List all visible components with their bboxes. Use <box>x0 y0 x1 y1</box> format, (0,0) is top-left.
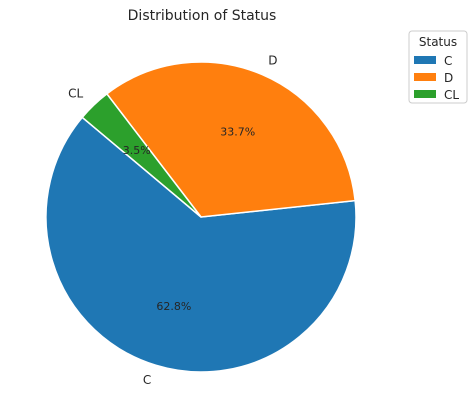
legend-label-cl: CL <box>444 88 459 102</box>
pie-slice-labels: C D CL <box>68 53 277 387</box>
pie-percent-labels: 62.8% 33.7% 3.5% <box>123 126 255 313</box>
percent-label-d: 33.7% <box>220 126 255 139</box>
pie-slice-cl <box>81 92 202 218</box>
slice-label-c: C <box>143 373 151 387</box>
percent-label-cl: 3.5% <box>123 144 151 157</box>
legend: Status CD CL <box>408 30 468 104</box>
percent-label-c: 62.8% <box>156 300 191 313</box>
legend-label-c: C <box>444 54 452 68</box>
pie-slices <box>45 61 357 373</box>
legend-label-d: D <box>444 71 453 85</box>
slice-label-cl: CL <box>68 87 83 101</box>
legend-swatch-cl <box>414 90 436 98</box>
legend-swatch-c <box>414 56 436 64</box>
legend-frame <box>408 30 468 104</box>
legend-title: Status <box>419 35 457 49</box>
pie-slice-c <box>45 116 357 373</box>
pie-slice-d <box>105 61 356 218</box>
legend-swatch-d <box>414 73 436 81</box>
slice-label-d: D <box>268 53 277 67</box>
chart-title: Distribution of Status <box>128 8 277 24</box>
legend-items: CD CL <box>414 54 459 102</box>
